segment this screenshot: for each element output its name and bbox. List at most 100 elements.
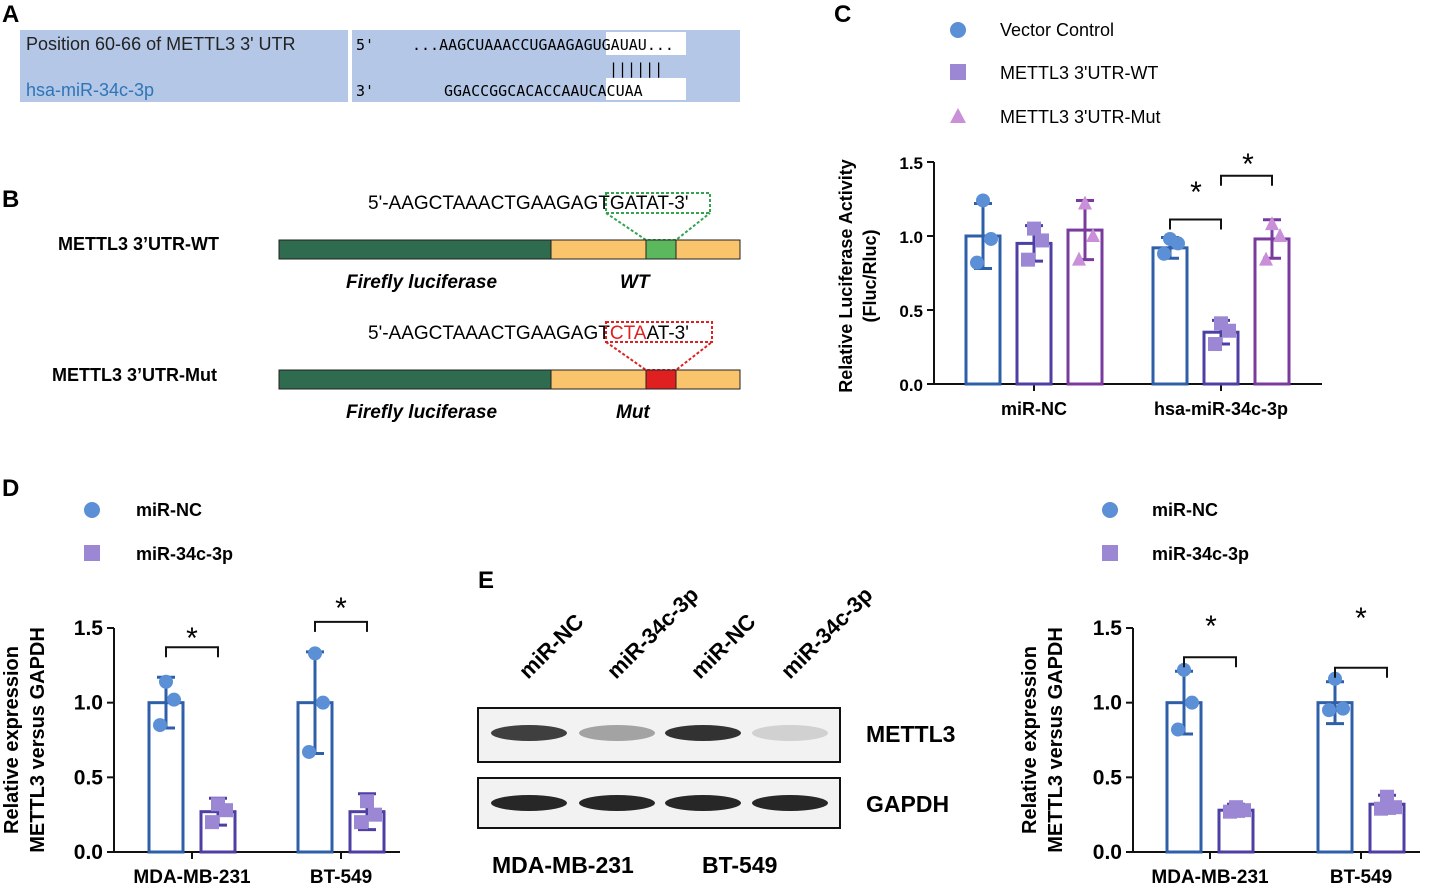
wt-site-label: WT bbox=[620, 272, 651, 293]
significance-bracket bbox=[314, 620, 368, 632]
legend-square-icon bbox=[1102, 545, 1118, 561]
data-point bbox=[970, 255, 984, 270]
panel-c-legend: Vector Control METTL3 3'UTR-WT METTL3 3'… bbox=[950, 20, 1160, 127]
y-tick-label: 0.5 bbox=[899, 302, 923, 321]
mut-sequence: 5'-AAGCTAAACTGAAGAGTCTAAT-3' bbox=[368, 323, 689, 344]
blot-band bbox=[752, 725, 828, 741]
significance-bracket bbox=[1183, 656, 1237, 668]
significance-bracket bbox=[165, 646, 219, 658]
panel-c-sig-star-2: * bbox=[1242, 148, 1254, 181]
y-tick-label: 1.5 bbox=[74, 617, 104, 640]
panel-e-ylabel-1: Relative expression bbox=[1019, 646, 1041, 834]
mut-site-label: Mut bbox=[616, 402, 650, 423]
data-point bbox=[1328, 671, 1342, 686]
panel-d-chart: 0.0 0.5 1.0 1.5 MDA-MB-231 BT-549 bbox=[74, 617, 400, 887]
blot-band bbox=[752, 795, 828, 811]
x-tick-label: BT-549 bbox=[310, 867, 372, 887]
bar bbox=[1253, 237, 1291, 386]
legend-square-icon bbox=[84, 545, 100, 561]
significance-bracket bbox=[1220, 174, 1273, 186]
wt-luciferase-bar bbox=[278, 239, 552, 260]
data-point bbox=[159, 674, 173, 689]
data-point bbox=[308, 646, 322, 661]
lane-label-3: miR-NC bbox=[686, 609, 761, 684]
y-tick-label: 0.5 bbox=[1093, 766, 1123, 789]
x-tick-label: BT-549 bbox=[1330, 867, 1392, 887]
blot-band bbox=[579, 725, 655, 741]
data-point bbox=[1322, 703, 1336, 718]
mut-binding-site bbox=[645, 369, 677, 390]
data-point bbox=[1374, 801, 1388, 816]
legend-mir-nc: miR-NC bbox=[136, 500, 202, 520]
x-tick-label: MDA-MB-231 bbox=[133, 867, 251, 887]
data-point bbox=[1171, 236, 1185, 251]
data-point bbox=[153, 718, 167, 733]
panel-c-sig-star-1: * bbox=[1190, 176, 1202, 209]
mut-site-connector bbox=[605, 341, 713, 371]
legend-vector-control: Vector Control bbox=[1000, 20, 1114, 40]
panel-c-ylabel-1: Relative Luciferase Activity bbox=[836, 159, 856, 392]
data-point bbox=[1177, 662, 1191, 677]
panel-d-ylabel-2: METTL3 versus GAPDH bbox=[27, 627, 49, 853]
wt-site-connector bbox=[605, 212, 711, 241]
blot-band bbox=[491, 795, 567, 811]
wt-gene-label: Firefly luciferase bbox=[346, 272, 497, 293]
panel-a-label-band bbox=[20, 30, 348, 102]
panel-label-d: D bbox=[2, 475, 19, 502]
mirna-seq: GGACCGGCACACCAAUCACUAA bbox=[444, 82, 643, 100]
data-point bbox=[976, 193, 990, 208]
data-point bbox=[1078, 195, 1092, 210]
legend-mir-nc: miR-NC bbox=[1152, 500, 1218, 520]
cell-line-bt549: BT-549 bbox=[702, 852, 777, 878]
seed-pairing: |||||| bbox=[609, 60, 663, 78]
legend-square-icon bbox=[950, 64, 966, 80]
y-tick-label: 0.0 bbox=[899, 376, 923, 395]
legend-utr-mut: METTL3 3'UTR-Mut bbox=[1000, 107, 1160, 127]
panel-c-ylabel-2: (Fluc/Rluc) bbox=[860, 229, 880, 322]
lane-label-4: miR-34c-3p bbox=[776, 582, 878, 684]
data-point bbox=[360, 794, 374, 809]
data-point bbox=[1171, 722, 1185, 737]
blot-band bbox=[491, 725, 567, 741]
y-tick-label: 0.0 bbox=[74, 841, 103, 864]
wt-site-box bbox=[605, 192, 711, 214]
data-point bbox=[1336, 701, 1350, 716]
data-point bbox=[219, 803, 233, 818]
data-point bbox=[1035, 233, 1049, 248]
significance-bracket bbox=[1169, 218, 1222, 230]
data-point bbox=[354, 815, 368, 830]
panel-d-legend: miR-NC miR-34c-3p bbox=[84, 500, 233, 564]
y-tick-label: 1.5 bbox=[1093, 617, 1123, 640]
data-point bbox=[1021, 252, 1035, 267]
panel-e-chart: 0.0 0.5 1.0 1.5 MDA-MB-231 BT-549 bbox=[1093, 617, 1420, 887]
mut-luciferase-bar bbox=[278, 369, 552, 390]
mut-gene-label: Firefly luciferase bbox=[346, 402, 497, 423]
band-label-gapdh: GAPDH bbox=[866, 791, 949, 817]
utr-seq: ...AAGCUAAACCUGAAGAGUGAUAU... bbox=[412, 36, 674, 54]
legend-triangle-icon bbox=[950, 108, 966, 123]
x-tick-label: miR-NC bbox=[1001, 399, 1067, 419]
metttl3-bands bbox=[491, 725, 828, 741]
y-tick-label: 1.5 bbox=[899, 154, 923, 173]
panel-d-sig-star-1: * bbox=[186, 622, 198, 655]
data-point bbox=[368, 807, 382, 822]
x-tick-label: hsa-miR-34c-3p bbox=[1154, 399, 1288, 419]
y-tick-label: 1.0 bbox=[1093, 692, 1122, 715]
y-tick-label: 0.5 bbox=[74, 766, 104, 789]
blot-band bbox=[665, 725, 741, 741]
seed-highlight-bottom bbox=[606, 78, 686, 100]
wt-sequence: 5'-AAGCTAAACTGAAGAGTGATAT-3' bbox=[368, 193, 688, 214]
panel-d-sig-star-2: * bbox=[335, 592, 347, 625]
panel-d-ylabel-1: Relative expression bbox=[1, 646, 23, 834]
data-point bbox=[1185, 695, 1199, 710]
utr-5prime: 5' bbox=[356, 36, 374, 54]
data-point bbox=[316, 695, 330, 710]
significance-bracket bbox=[1334, 666, 1388, 678]
data-point bbox=[1273, 228, 1287, 242]
data-point bbox=[1388, 800, 1402, 815]
panel-e-ylabel-2: METTL3 versus GAPDH bbox=[1045, 627, 1067, 853]
data-point bbox=[1086, 228, 1100, 242]
data-point bbox=[1072, 251, 1086, 266]
data-point bbox=[302, 744, 316, 759]
panel-e-sig-star-1: * bbox=[1205, 610, 1217, 643]
